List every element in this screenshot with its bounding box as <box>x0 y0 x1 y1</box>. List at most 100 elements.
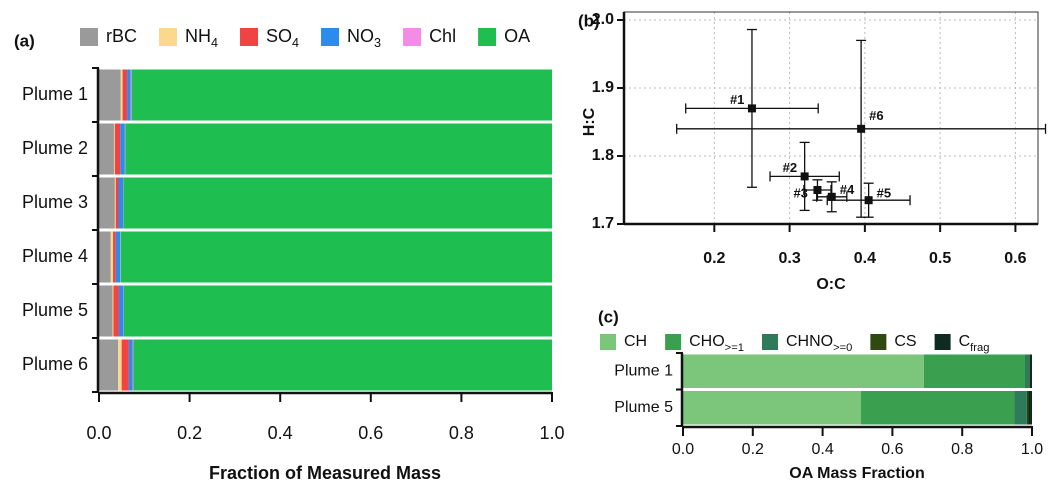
y-tick-label: 1.7 <box>592 215 614 232</box>
legend-label: Cfrag <box>959 333 990 354</box>
legend-label-sub: 4 <box>292 36 299 50</box>
bar-segment <box>1026 391 1029 425</box>
y-axis-label: H:C <box>581 107 598 136</box>
legend-swatch <box>761 334 778 350</box>
x-tick-label: 0.5 <box>929 250 951 267</box>
x-tick-label: 0.6 <box>1004 250 1026 267</box>
legend-label-main: NO <box>347 26 374 46</box>
x-tick-label: 0.6 <box>881 441 903 458</box>
bar-segment <box>125 123 553 175</box>
category-label: Plume 1 <box>614 362 673 379</box>
legend-swatch <box>870 334 887 350</box>
bar-segment <box>112 285 114 337</box>
legend-label: CH <box>624 333 647 350</box>
x-tick-label: 0.4 <box>811 441 833 458</box>
legend-label-main: NH <box>185 26 211 46</box>
panel-label: (a) <box>14 31 35 50</box>
legend-label: CS <box>894 333 916 350</box>
category-label: Plume 1 <box>22 84 88 104</box>
bar-segment <box>122 69 128 121</box>
legend-label-sub: >=1 <box>725 342 744 354</box>
bar-segment <box>123 285 552 337</box>
x-tick-label: 0.3 <box>778 250 800 267</box>
point-label: #4 <box>840 182 855 197</box>
bar-segment <box>118 177 124 229</box>
bar-segment <box>113 123 115 175</box>
bar-segment <box>120 231 552 283</box>
x-axis-label: Fraction of Measured Mass <box>209 463 441 483</box>
bar-segment <box>115 177 119 229</box>
legend-label-main: rBC <box>106 26 137 46</box>
legend-swatch <box>403 28 422 46</box>
bar-segment <box>118 285 124 337</box>
category-label: Plume 4 <box>22 246 88 266</box>
category-label: Plume 3 <box>22 192 88 212</box>
x-tick-label: 0.6 <box>358 423 383 443</box>
point <box>813 186 822 194</box>
x-tick-label: 0.2 <box>177 423 202 443</box>
x-tick-label: 1.0 <box>1021 441 1043 458</box>
bar-segment <box>121 339 129 391</box>
legend-label-main: CHNO <box>786 333 833 350</box>
point-label: #1 <box>730 92 744 107</box>
legend-label-main: OA <box>504 26 530 46</box>
legend-swatch <box>159 28 177 46</box>
bar-segment <box>1029 354 1032 388</box>
x-axis-label: OA Mass Fraction <box>789 465 924 482</box>
point <box>857 124 866 133</box>
panel-label: (b) <box>578 11 600 30</box>
bar-segment <box>99 231 111 283</box>
bar-segment <box>132 339 134 391</box>
legend-swatch <box>80 28 98 46</box>
category-label: Plume 2 <box>22 138 88 158</box>
bar-segment <box>123 177 552 229</box>
x-tick-label: 0.0 <box>672 441 694 458</box>
legend-label-sub: frag <box>970 342 989 354</box>
x-axis-label: O:C <box>816 276 846 293</box>
bar-segment <box>118 339 122 391</box>
x-tick-label: 0.8 <box>951 441 973 458</box>
legend-label-main: CS <box>894 333 916 350</box>
legend-label: NH4 <box>185 26 218 51</box>
category-label: Plume 5 <box>614 399 673 416</box>
bar-segment <box>923 354 1026 388</box>
bar-segment <box>683 354 924 388</box>
legend-label: OA <box>504 26 530 46</box>
legend-swatch <box>478 28 497 46</box>
bar-segment <box>114 177 116 229</box>
legend-label-main: SO <box>266 26 292 46</box>
legend-label-sub: >=0 <box>833 342 852 354</box>
point-label: #3 <box>793 185 807 200</box>
bar-segment <box>99 177 115 229</box>
bar-segment <box>113 231 116 283</box>
legend-label-sub: 4 <box>211 36 218 50</box>
bar-segment <box>99 285 113 337</box>
y-tick-label: 1.9 <box>592 79 614 96</box>
bar-segment <box>130 69 132 121</box>
bar-segment <box>120 69 123 121</box>
point <box>864 196 873 205</box>
legend-swatch <box>240 28 259 46</box>
point <box>747 104 756 113</box>
legend-label-main: C <box>959 333 971 350</box>
bar-segment <box>114 123 121 175</box>
legend-swatch <box>665 334 682 350</box>
y-tick-label: 1.8 <box>592 147 614 164</box>
bar-segment <box>110 231 114 283</box>
bar-segment <box>115 231 121 283</box>
legend-label: CHO>=1 <box>689 333 744 354</box>
x-tick-label: 0.4 <box>854 250 876 267</box>
point <box>800 172 809 181</box>
x-tick-label: 0.8 <box>449 423 474 443</box>
bar-segment <box>128 339 133 391</box>
legend-label: rBC <box>106 26 137 46</box>
legend-label-sub: 3 <box>374 36 381 50</box>
point-label: #5 <box>877 186 891 201</box>
bar-segment <box>133 339 553 391</box>
legend-label: SO4 <box>266 26 299 51</box>
bar-segment <box>131 69 552 121</box>
bar-segment <box>99 339 119 391</box>
bar-segment <box>1014 391 1027 425</box>
panel-label: (c) <box>598 307 619 326</box>
